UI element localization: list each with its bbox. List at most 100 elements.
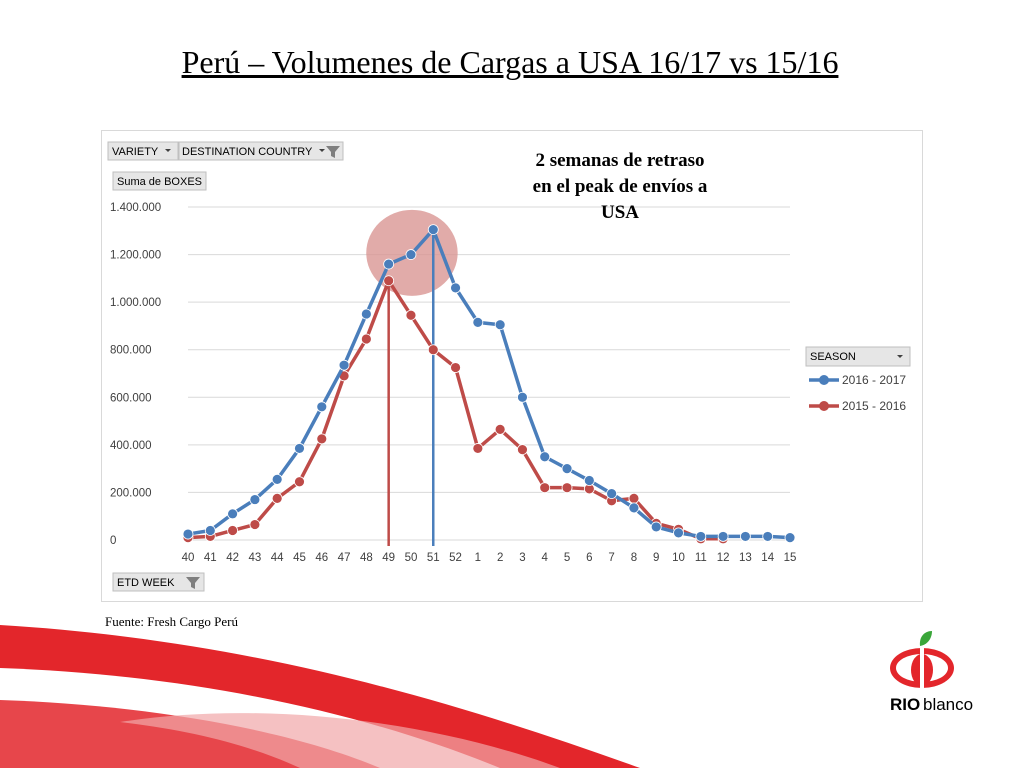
data-point xyxy=(450,362,461,373)
logo-text-regular: blanco xyxy=(923,695,973,714)
etd-week-filter-button[interactable]: ETD WEEK xyxy=(112,572,205,592)
data-point xyxy=(784,532,796,544)
x-tick-label: 14 xyxy=(761,552,774,564)
rioblanco-logo: RIO blanco xyxy=(890,631,973,714)
data-point xyxy=(227,508,238,520)
leaf-icon xyxy=(919,631,932,646)
x-tick-label: 42 xyxy=(226,552,239,564)
data-point xyxy=(472,443,484,454)
destination-filter-label: DESTINATION COUNTRY xyxy=(182,146,313,158)
legend-label: 2015 - 2016 xyxy=(842,399,906,413)
x-axis-ticks: 40 41 42 43 44 45 46 47 48 49 50 51 52 1 2 3 4 5 6 7 8 9 10 11 1… xyxy=(182,552,797,564)
variety-filter-button[interactable]: VARIETY xyxy=(107,141,179,161)
data-point xyxy=(405,249,417,260)
data-point xyxy=(182,528,194,540)
x-tick-label: 47 xyxy=(338,552,351,564)
filter-funnel-icon xyxy=(186,577,200,589)
data-point xyxy=(472,316,484,328)
y-tick-label: 1.200.000 xyxy=(110,250,161,262)
dropdown-arrow-icon xyxy=(897,355,903,358)
x-tick-label: 13 xyxy=(739,552,752,564)
gridlines xyxy=(188,206,790,541)
data-point xyxy=(338,359,350,371)
peak-marker-lines xyxy=(387,229,435,546)
data-point xyxy=(583,475,595,486)
data-point xyxy=(762,531,774,542)
x-tick-label: 10 xyxy=(672,552,685,564)
series-line xyxy=(187,278,724,541)
etd-week-filter-label: ETD WEEK xyxy=(117,577,175,589)
data-point xyxy=(294,476,305,488)
data-point xyxy=(517,444,528,456)
series-line xyxy=(187,227,791,540)
filter-funnel-icon xyxy=(326,146,340,158)
destination-filter-button[interactable]: DESTINATION COUNTRY xyxy=(178,141,344,161)
series-group xyxy=(182,275,729,545)
legend-item: 2016 - 2017 xyxy=(809,373,906,387)
legend-swatch-marker xyxy=(819,401,829,411)
line-chart: VARIETY DESTINATION COUNTRY Suma de BOXE… xyxy=(107,141,911,592)
x-tick-label: 15 xyxy=(784,552,797,564)
x-tick-label: 9 xyxy=(653,552,659,564)
x-tick-label: 3 xyxy=(519,552,525,564)
slide-title: Perú – Volumenes de Cargas a USA 16/17 v… xyxy=(181,44,839,80)
season-filter-button[interactable]: SEASON xyxy=(805,346,911,367)
data-point xyxy=(494,423,506,435)
x-tick-label: 1 xyxy=(475,552,481,564)
x-tick-label: 2 xyxy=(497,552,503,564)
data-point xyxy=(539,451,551,463)
annotation-line-3: USA xyxy=(601,202,639,223)
data-point xyxy=(628,502,640,514)
x-tick-label: 46 xyxy=(315,552,328,564)
dropdown-arrow-icon xyxy=(165,149,171,152)
x-tick-label: 12 xyxy=(717,552,730,564)
data-point xyxy=(561,482,573,494)
data-point xyxy=(494,319,506,331)
x-tick-label: 43 xyxy=(248,552,261,564)
data-point xyxy=(227,525,238,536)
x-tick-label: 11 xyxy=(695,552,707,564)
data-point xyxy=(539,482,551,494)
data-point xyxy=(294,443,305,454)
data-point xyxy=(427,344,439,356)
series-group xyxy=(182,224,796,544)
y-tick-label: 600.000 xyxy=(110,392,152,404)
values-field-button[interactable]: Suma de BOXES xyxy=(112,171,207,191)
data-point xyxy=(316,433,328,445)
data-point xyxy=(383,275,395,287)
data-point xyxy=(360,333,372,345)
data-point xyxy=(360,308,372,320)
data-point xyxy=(717,531,729,542)
y-tick-label: 0 xyxy=(110,535,116,547)
x-tick-label: 41 xyxy=(204,552,217,564)
annotation-line-2: en el peak de envíos a xyxy=(533,176,708,197)
x-tick-label: 45 xyxy=(293,552,306,564)
data-point xyxy=(249,494,261,505)
data-point xyxy=(405,309,417,321)
data-point xyxy=(695,531,707,542)
dropdown-arrow-icon xyxy=(319,149,325,152)
x-tick-label: 7 xyxy=(608,552,614,564)
annotation-line-1: 2 semanas de retraso xyxy=(535,150,704,171)
y-axis-ticks: 0 200.000 400.000 600.000 800.000 1.000.000 1.… xyxy=(110,202,161,547)
data-point xyxy=(517,391,528,403)
legend: SEASON 2016 - 2017 2015 - 2016 xyxy=(805,346,911,413)
data-point xyxy=(271,473,283,485)
x-tick-label: 51 xyxy=(427,552,440,564)
x-tick-label: 4 xyxy=(542,552,549,564)
legend-item: 2015 - 2016 xyxy=(809,399,906,413)
series-lines xyxy=(182,224,796,545)
data-point xyxy=(204,525,216,536)
y-tick-label: 400.000 xyxy=(110,440,152,452)
data-point xyxy=(606,488,618,500)
x-tick-label: 48 xyxy=(360,552,373,564)
x-tick-label: 50 xyxy=(405,552,418,564)
x-tick-label: 49 xyxy=(382,552,395,564)
data-point xyxy=(740,531,751,542)
data-point xyxy=(650,521,662,533)
x-tick-label: 40 xyxy=(182,552,195,564)
data-point xyxy=(383,258,395,270)
data-point xyxy=(450,282,461,294)
data-point xyxy=(561,463,573,475)
y-tick-label: 200.000 xyxy=(110,487,152,499)
